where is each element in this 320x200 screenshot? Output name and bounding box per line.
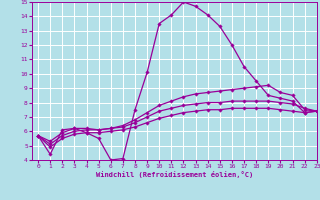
- X-axis label: Windchill (Refroidissement éolien,°C): Windchill (Refroidissement éolien,°C): [96, 171, 253, 178]
